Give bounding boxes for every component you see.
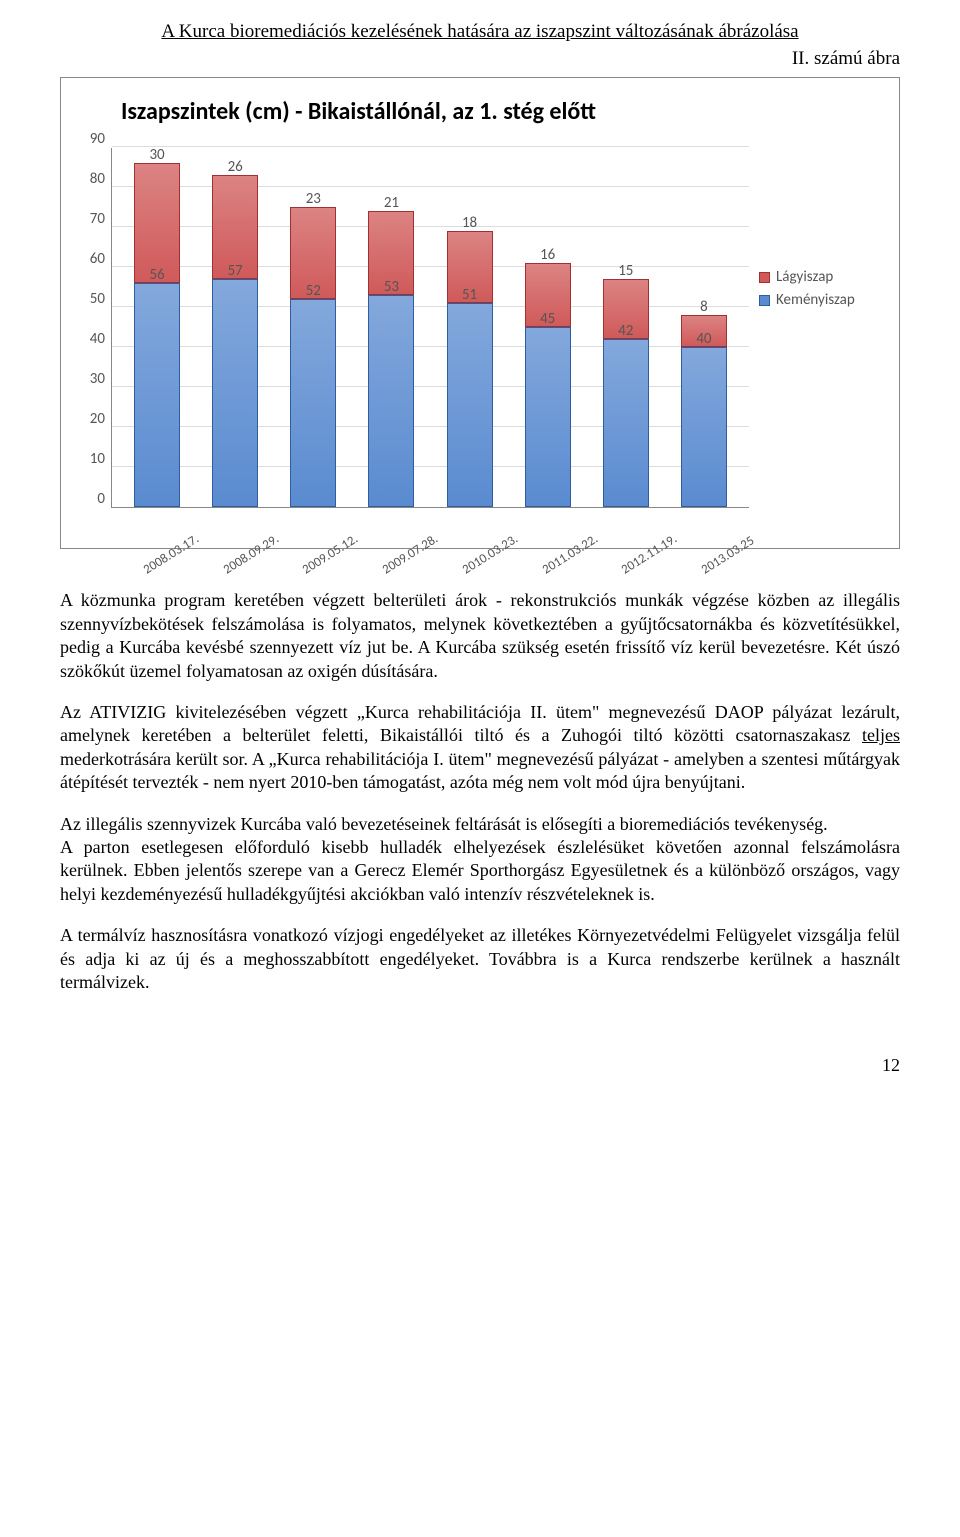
bar-value-label: 21 <box>384 194 399 214</box>
bar-segment: 40 <box>681 347 727 507</box>
bar-value-label: 30 <box>149 146 164 166</box>
figure-label: II. számú ábra <box>60 47 900 72</box>
legend: Lágyiszap Keményiszap <box>759 268 879 315</box>
bar: 840 <box>681 315 727 507</box>
bar-value-label: 57 <box>228 262 243 282</box>
bar-value-label: 40 <box>696 330 711 350</box>
bar-segment: 52 <box>290 299 336 507</box>
bar: 1542 <box>603 279 649 507</box>
bar-value-label: 23 <box>306 190 321 210</box>
x-tick: 2008.09.29. <box>220 534 278 579</box>
bar: 2657 <box>212 175 258 507</box>
legend-swatch <box>759 295 770 306</box>
x-tick: 2008.03.17. <box>141 534 199 579</box>
bar-segment: 30 <box>134 163 180 283</box>
x-tick: 2009.05.12. <box>300 534 358 579</box>
bar-segment: 56 <box>134 283 180 507</box>
bar-value-label: 8 <box>700 298 708 318</box>
chart-title: Iszapszintek (cm) - Bikaistállónál, az 1… <box>121 96 879 127</box>
bar-value-label: 42 <box>618 322 633 342</box>
legend-swatch <box>759 272 770 283</box>
p2-text-a: Az ATIVIZIG kivitelezésében végzett „Kur… <box>60 702 900 745</box>
bar-value-label: 56 <box>149 266 164 286</box>
x-tick: 2013.03.25 <box>699 534 757 579</box>
bar-value-label: 18 <box>462 214 477 234</box>
p2-text-b: mederkotrására került sor. A „Kurca reha… <box>60 749 900 792</box>
y-axis: 0102030405060708090 <box>81 139 111 499</box>
bar: 1645 <box>525 263 571 507</box>
paragraph-3: Az illegális szennyvizek Kurcába való be… <box>60 813 900 907</box>
legend-item: Keményiszap <box>759 291 879 311</box>
x-tick: 2009.07.28. <box>380 534 438 579</box>
bar-value-label: 52 <box>306 282 321 302</box>
bar: 1851 <box>447 231 493 507</box>
plot-area: 3056265723522153185116451542840 <box>111 148 749 508</box>
x-axis: 2008.03.17.2008.09.29.2009.05.12.2009.07… <box>81 522 749 539</box>
p2-underlined: teljes <box>862 725 900 745</box>
bar-value-label: 45 <box>540 310 555 330</box>
bar-segment: 45 <box>525 327 571 507</box>
bar-value-label: 26 <box>228 158 243 178</box>
legend-label: Keményiszap <box>776 291 855 311</box>
bar-segment: 53 <box>368 295 414 507</box>
bar-value-label: 53 <box>384 278 399 298</box>
bar-value-label: 51 <box>462 286 477 306</box>
legend-item: Lágyiszap <box>759 268 879 288</box>
document-title: A Kurca bioremediációs kezelésének hatás… <box>60 20 900 45</box>
legend-label: Lágyiszap <box>776 268 833 288</box>
x-tick: 2011.03.22. <box>539 534 597 579</box>
page-number: 12 <box>60 1054 900 1077</box>
bar: 2153 <box>368 211 414 507</box>
bar-segment: 51 <box>447 303 493 507</box>
paragraph-2: Az ATIVIZIG kivitelezésében végzett „Kur… <box>60 701 900 795</box>
bar: 3056 <box>134 163 180 507</box>
paragraph-1: A közmunka program keretében végzett bel… <box>60 589 900 683</box>
bar-segment: 42 <box>603 339 649 507</box>
bar: 2352 <box>290 207 336 507</box>
x-tick: 2012.11.19. <box>619 534 677 579</box>
paragraph-4: A termálvíz hasznosításra vonatkozó vízj… <box>60 924 900 994</box>
x-tick: 2010.03.23. <box>460 534 518 579</box>
bar-value-label: 16 <box>540 246 555 266</box>
bar-value-label: 15 <box>618 262 633 282</box>
chart-container: Iszapszintek (cm) - Bikaistállónál, az 1… <box>60 77 900 549</box>
bar-segment: 57 <box>212 279 258 507</box>
